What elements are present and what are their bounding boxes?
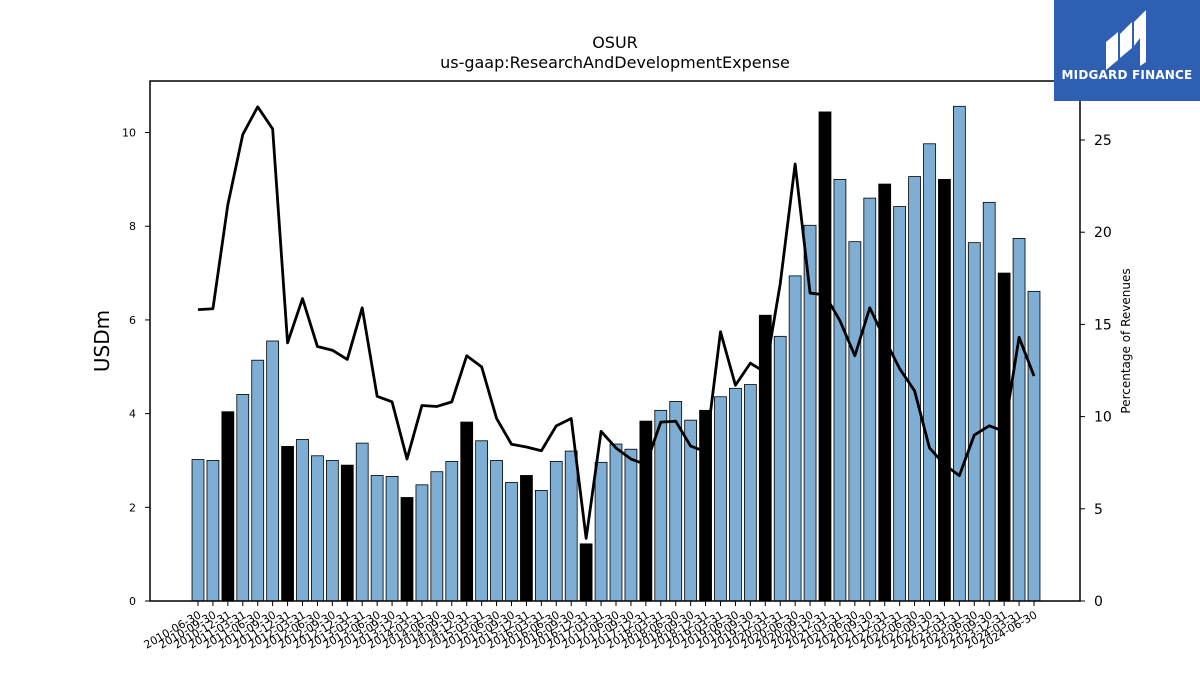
bar-2011-06-30: [251, 359, 265, 602]
bar-2016-12-31: [579, 543, 593, 602]
bar-2023-12-31: [997, 272, 1011, 602]
bar-2016-03-31: [534, 490, 548, 602]
bar-2011-09-30: [266, 340, 280, 602]
bar-2015-06-30: [490, 460, 503, 602]
y-tick-label: 6: [129, 314, 136, 327]
bar-2014-09-30: [445, 460, 459, 602]
bar-2021-03-31: [833, 178, 847, 602]
logo-text: MIDGARD FINANCE: [1061, 68, 1193, 82]
bar-2024-03-31: [1012, 238, 1026, 602]
bar-2017-09-30: [624, 448, 638, 602]
bar-2022-12-31: [938, 178, 951, 602]
percentage-of-revenues-line: [197, 105, 1036, 540]
bar-2023-03-31: [952, 105, 966, 602]
bar-2010-06-30: [191, 459, 205, 602]
logo-mark-icon: [1106, 10, 1146, 70]
bar-2011-12-31: [281, 446, 294, 602]
plot-frame: [149, 80, 1081, 602]
bar-2016-06-30: [549, 460, 563, 602]
bar-2023-09-30: [982, 201, 996, 602]
bar-2015-03-31: [475, 440, 489, 602]
bar-2021-06-30: [848, 241, 862, 602]
bar-2020-03-31: [773, 335, 787, 602]
y-tick-label: 2: [129, 501, 136, 514]
y2-tick-label: 15: [1094, 317, 1112, 333]
chart-subtitle: us-gaap:ResearchAndDevelopmentExpense: [440, 53, 790, 72]
bar-2019-09-30: [743, 384, 757, 602]
bar-2019-03-31: [714, 396, 727, 602]
y-axis-title-right: Percentage of Revenues: [1119, 268, 1133, 413]
bar-2012-12-31: [340, 464, 354, 602]
axes: 024681005101520252010-06-302010-09-30201…: [122, 80, 1112, 652]
y2-tick-label: 5: [1094, 502, 1103, 518]
bar-2022-03-31: [893, 206, 907, 602]
bar-2012-06-30: [311, 455, 324, 602]
y-axis-title-left: USDm: [90, 310, 114, 372]
bar-2014-06-30: [430, 471, 444, 602]
bar-2023-06-30: [967, 242, 981, 602]
bar-2019-12-31: [758, 314, 772, 602]
bar-2012-09-30: [325, 460, 339, 602]
bar-2013-03-31: [355, 442, 369, 602]
bar-2022-09-30: [923, 143, 936, 602]
y2-tick-label: 25: [1094, 133, 1112, 149]
bar-series: [191, 105, 1041, 602]
bar-2011-03-31: [236, 394, 250, 602]
y2-tick-label: 0: [1094, 594, 1103, 610]
bar-2021-09-30: [863, 197, 877, 602]
bar-2017-12-31: [639, 420, 653, 602]
bar-2016-09-30: [564, 450, 578, 602]
bar-2018-03-31: [654, 409, 668, 602]
bar-2013-06-30: [370, 475, 384, 602]
bar-2020-12-31: [818, 111, 832, 602]
bar-2017-06-30: [609, 443, 623, 602]
bar-2013-09-30: [385, 475, 399, 602]
bar-2013-12-31: [400, 497, 414, 602]
bar-2010-09-30: [206, 460, 220, 602]
bar-2014-12-31: [460, 421, 474, 602]
bar-2010-12-31: [221, 411, 235, 602]
bar-2021-12-31: [878, 183, 892, 602]
line-series: [197, 105, 1036, 540]
y-tick-label: 8: [129, 220, 136, 233]
y-tick-label: 10: [122, 127, 136, 140]
bar-2024-06-30: [1027, 290, 1041, 602]
bar-2015-09-30: [505, 482, 518, 602]
bar-2019-06-30: [729, 387, 742, 602]
midgard-finance-logo: MIDGARD FINANCE: [1054, 0, 1200, 101]
bar-2014-03-31: [415, 484, 429, 602]
chart-title: OSUR: [592, 33, 638, 52]
bar-2018-06-30: [669, 401, 683, 602]
y-tick-label: 4: [129, 408, 136, 421]
bar-2012-03-31: [296, 438, 309, 602]
bar-2015-12-31: [520, 475, 533, 602]
y2-tick-label: 20: [1094, 225, 1112, 241]
y-tick-label: 0: [129, 595, 136, 608]
y2-tick-label: 10: [1094, 410, 1112, 426]
bar-2018-12-31: [699, 409, 712, 602]
bar-2020-06-30: [788, 275, 802, 602]
bar-2017-03-31: [594, 461, 608, 602]
